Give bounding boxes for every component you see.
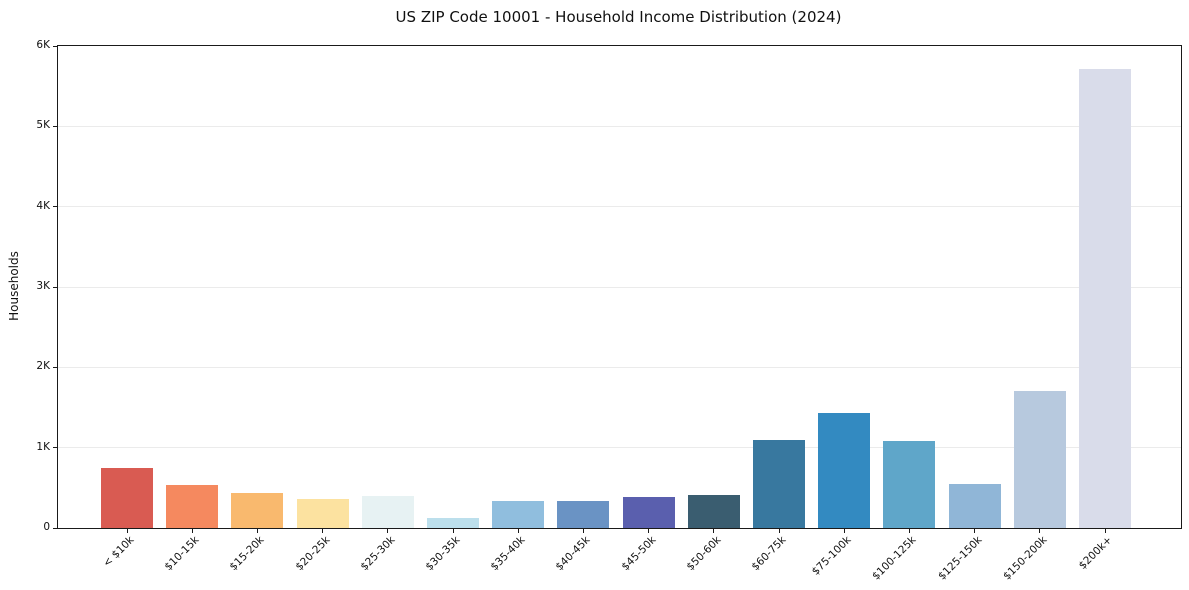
y-tick-mark [53,206,57,208]
x-tick-mark [843,529,845,533]
gridline [58,366,1181,368]
y-tick-mark [53,527,57,529]
bar-$100-125k [883,440,936,528]
y-tick-label: 2K [36,360,50,373]
bar-$60-75k [753,440,805,528]
bar-$40-45k [557,500,610,528]
x-tick-mark [256,529,258,533]
bar-$25-30k [361,496,414,528]
x-tick-mark [778,529,780,533]
x-tick-mark [1039,529,1041,533]
y-tick-label: 5K [36,119,50,132]
bar-$15-20k [231,493,284,528]
y-tick-mark [53,366,57,368]
bar-< $10k [101,468,153,528]
gridline [58,286,1181,288]
x-tick-mark [582,529,584,533]
bar-$200k+ [1079,68,1131,528]
x-tick-mark [713,529,715,533]
bar-$125-150k [948,483,1001,528]
gridline [58,447,1181,449]
x-tick-mark [648,529,650,533]
bar-$30-35k [427,518,479,528]
x-tick-mark [322,529,324,533]
y-tick-label: 1K [36,440,50,453]
plot-area [53,45,1182,533]
x-tick-mark [452,529,454,533]
gridline [58,206,1181,208]
y-tick-mark [53,447,57,449]
x-tick-mark [1104,529,1106,533]
y-tick-label: 3K [36,280,50,292]
x-tick-label: < $10k [100,534,137,570]
x-tick-mark [387,529,389,533]
bar-$20-25k [296,499,349,528]
y-tick-mark [53,45,57,47]
y-tick-label: 6K [36,39,50,51]
x-tick-mark [126,529,128,533]
bar-$10-15k [166,484,219,528]
y-tick-label: 0 [43,521,50,533]
bar-$35-40k [492,501,545,528]
x-tick-mark [908,529,910,533]
bar-$75-100k [818,413,871,528]
chart-title: US ZIP Code 10001 - Household Income Dis… [395,8,842,26]
x-tick-mark [517,529,519,533]
y-tick-mark [53,286,57,288]
x-tick-mark [191,529,193,533]
gridline [58,125,1181,127]
bar-$50-60k [687,495,740,528]
bar-$45-50k [622,496,675,528]
y-tick-mark [53,125,57,127]
bar-$150-200k [1013,391,1066,528]
y-tick-label: 4K [36,199,50,212]
x-tick-mark [974,529,976,533]
